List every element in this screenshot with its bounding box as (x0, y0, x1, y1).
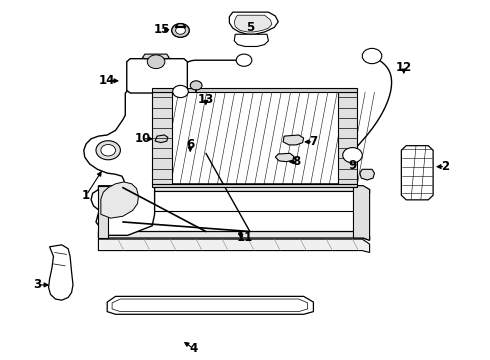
Text: 5: 5 (246, 21, 254, 34)
Text: 9: 9 (348, 159, 357, 172)
Text: 7: 7 (309, 135, 318, 148)
Text: 14: 14 (99, 74, 116, 87)
Polygon shape (101, 182, 139, 218)
Text: 12: 12 (395, 61, 412, 74)
Circle shape (362, 48, 382, 64)
Polygon shape (107, 296, 314, 314)
Polygon shape (338, 92, 357, 184)
Polygon shape (234, 34, 269, 46)
Polygon shape (360, 169, 374, 180)
Text: 2: 2 (441, 160, 449, 173)
Text: 3: 3 (33, 278, 41, 291)
Text: 11: 11 (237, 231, 253, 244)
Polygon shape (401, 146, 433, 200)
Polygon shape (152, 92, 171, 184)
Circle shape (236, 54, 252, 66)
Polygon shape (49, 245, 73, 300)
Polygon shape (84, 85, 155, 235)
Polygon shape (98, 186, 369, 193)
Text: 15: 15 (154, 23, 170, 36)
Text: 8: 8 (292, 155, 300, 168)
Polygon shape (143, 54, 169, 59)
Polygon shape (229, 12, 278, 34)
Circle shape (172, 85, 188, 98)
Polygon shape (98, 239, 369, 252)
Circle shape (147, 55, 165, 69)
Polygon shape (98, 231, 369, 240)
Circle shape (175, 27, 185, 34)
Polygon shape (152, 89, 357, 92)
Polygon shape (152, 184, 357, 187)
Circle shape (101, 144, 116, 156)
Text: 6: 6 (186, 138, 195, 152)
Text: 10: 10 (134, 132, 150, 145)
Polygon shape (98, 186, 108, 238)
Polygon shape (127, 59, 187, 93)
Polygon shape (152, 92, 357, 184)
Polygon shape (353, 186, 369, 240)
Polygon shape (112, 299, 308, 312)
Polygon shape (283, 135, 304, 145)
Polygon shape (275, 153, 294, 162)
Circle shape (96, 141, 121, 160)
Text: 13: 13 (198, 93, 214, 107)
Circle shape (343, 148, 362, 163)
Polygon shape (234, 15, 272, 32)
Circle shape (190, 81, 202, 90)
Text: 4: 4 (190, 342, 198, 355)
Text: 1: 1 (82, 189, 90, 202)
Circle shape (172, 24, 189, 37)
Polygon shape (155, 135, 168, 143)
